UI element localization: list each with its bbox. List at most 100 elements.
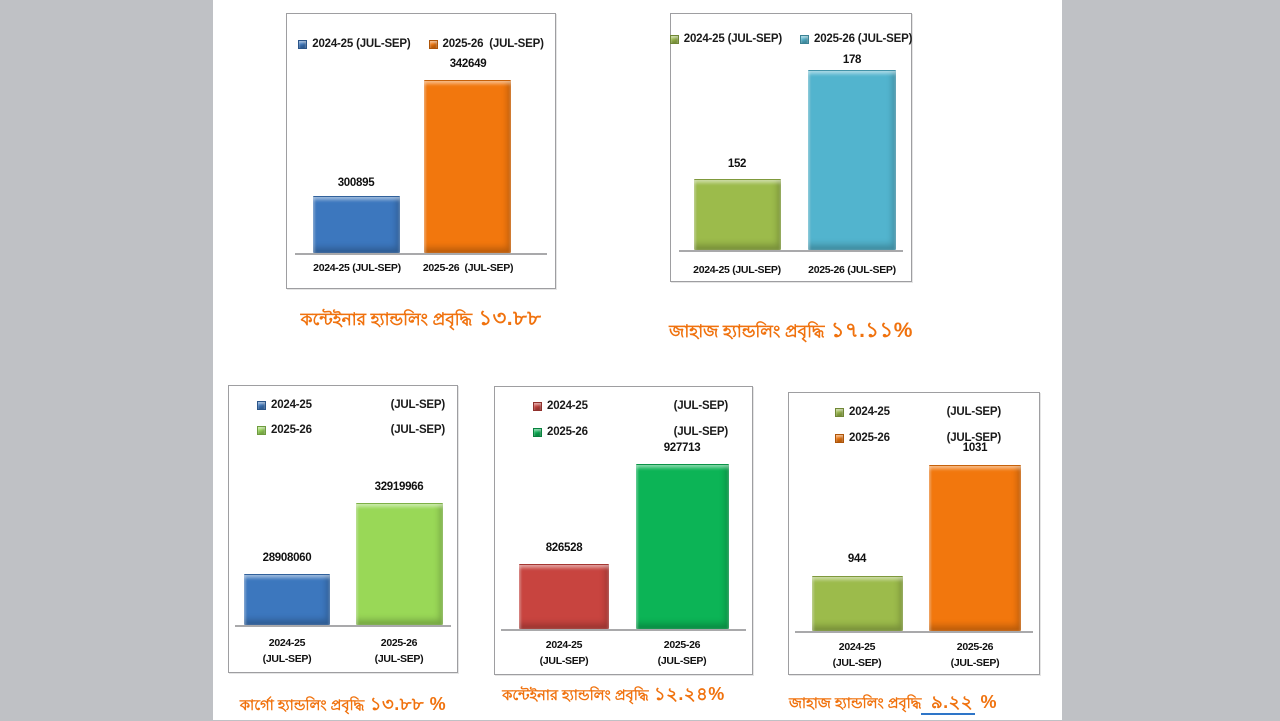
chart-caption-container-top: কন্টেইনার হ্যান্ডলিং প্রবৃদ্ধি ১৩.৮৮ xyxy=(276,302,566,337)
chart-cargo-handling: 2024-25 (JUL-SEP) 2025-26 (JUL-SEP) 2890… xyxy=(228,385,458,673)
bar-2025-26 xyxy=(636,464,729,629)
legend-label: 2025-26 xyxy=(547,426,588,438)
x-axis-label: 2025-26 (JUL-SEP) xyxy=(422,262,514,274)
bar-2024-25 xyxy=(244,574,330,625)
x-label-line2: (JUL-SEP) xyxy=(374,653,424,665)
legend-label: 2025-26 xyxy=(271,424,312,436)
legend-period: (JUL-SEP) xyxy=(946,432,1002,444)
x-axis-label: 2024-25 (JUL-SEP) xyxy=(540,637,589,669)
legend-swatch-icon xyxy=(533,401,542,411)
legend-item: 2024-25 xyxy=(533,400,588,412)
legend: 2024-25 (JUL-SEP) 2025-26 (JUL-SEP) xyxy=(669,33,912,45)
x-label-line1: 2024-25 xyxy=(838,641,876,653)
bar-value-label: 826528 xyxy=(545,542,583,554)
legend-swatch-icon xyxy=(835,433,844,443)
x-label-line2: (JUL-SEP) xyxy=(539,655,589,667)
legend-period: (JUL-SEP) xyxy=(946,406,1002,418)
x-label-line1: 2025-26 xyxy=(663,639,701,651)
x-axis-label: 2025-26 (JUL-SEP) xyxy=(375,635,424,667)
caption-growth-value: ১৭.১১% xyxy=(824,319,913,342)
bar-2024-25 xyxy=(519,564,609,629)
bar-value-label: 28908060 xyxy=(262,552,312,564)
caption-growth-value: ১৩.৮৮ xyxy=(472,307,542,330)
bar-value-label: 927713 xyxy=(663,442,701,454)
bar-2024-25 xyxy=(694,179,781,250)
bar-2025-26 xyxy=(356,503,443,625)
bar-value-label: 32919966 xyxy=(374,481,424,493)
bar-value-label: 342649 xyxy=(449,58,487,70)
x-label-line2: (JUL-SEP) xyxy=(657,655,707,667)
legend-row: 2025-26 (JUL-SEP) xyxy=(257,424,445,436)
legend-swatch-icon xyxy=(428,39,438,49)
legend-label: 2024-25 xyxy=(849,406,890,418)
x-label-line1: 2025-26 xyxy=(956,641,994,653)
legend-row: 2024-25 (JUL-SEP) xyxy=(533,400,728,412)
x-axis-line xyxy=(235,625,451,627)
legend-row: 2024-25 (JUL-SEP) xyxy=(835,406,1001,418)
x-label-line1: 2025-26 xyxy=(380,637,418,649)
caption-growth-value: ৯.২২ xyxy=(921,692,976,715)
chart-caption-cargo: কার্গো হ্যান্ডলিং প্রবৃদ্ধি ১৩.৮৮ % xyxy=(218,690,468,721)
chart-container-handling-top: 2024-25 (JUL-SEP) 2025-26 (JUL-SEP) 3008… xyxy=(286,13,556,289)
legend-item: 2025-26 xyxy=(257,424,312,436)
x-axis-line xyxy=(501,629,746,631)
x-axis-line xyxy=(795,631,1033,633)
x-axis-label: 2025-26 (JUL-SEP) xyxy=(808,264,896,276)
bar-value-label: 178 xyxy=(842,54,862,66)
legend-label: 2024-25 (JUL-SEP) xyxy=(312,38,411,50)
legend-label: 2025-26 xyxy=(849,432,890,444)
legend-label: 2024-25 xyxy=(271,399,312,411)
bar-2025-26 xyxy=(808,70,896,250)
caption-text: জাহাজ হ্যান্ডলিং প্রবৃদ্ধি xyxy=(669,322,825,341)
legend-item: 2025-26 (JUL-SEP) xyxy=(800,33,912,45)
chart-vessel-handling-top: 2024-25 (JUL-SEP) 2025-26 (JUL-SEP) 152 … xyxy=(669,13,912,282)
x-label-line2: (JUL-SEP) xyxy=(262,653,312,665)
legend-period: (JUL-SEP) xyxy=(390,399,446,411)
x-axis-label: 2025-26 (JUL-SEP) xyxy=(951,639,1000,671)
legend-item: 2025-26 (JUL-SEP) xyxy=(428,38,544,50)
bar-2025-26 xyxy=(424,80,511,253)
bar-value-label: 300895 xyxy=(337,177,375,189)
legend-item: 2025-26 xyxy=(835,432,890,444)
chart-vessel-handling-bottom: 2024-25 (JUL-SEP) 2025-26 (JUL-SEP) 944 … xyxy=(788,392,1040,675)
caption-growth-value: ১২.২৪% xyxy=(648,684,725,704)
legend-label: 2025-26 (JUL-SEP) xyxy=(442,38,544,50)
x-axis-label: 2025-26 (JUL-SEP) xyxy=(658,637,707,669)
legend-label: 2025-26 (JUL-SEP) xyxy=(814,33,913,45)
bar-value-label: 944 xyxy=(847,553,867,565)
legend-period: (JUL-SEP) xyxy=(390,424,446,436)
legend-item: 2024-25 (JUL-SEP) xyxy=(669,33,782,45)
x-axis-label: 2024-25 (JUL-SEP) xyxy=(833,639,882,671)
legend: 2024-25 (JUL-SEP) 2025-26 (JUL-SEP) xyxy=(287,38,555,50)
caption-text: কার্গো হ্যান্ডলিং প্রবৃদ্ধি xyxy=(239,698,365,714)
x-label-line1: 2024-25 xyxy=(268,637,306,649)
x-label-line2: (JUL-SEP) xyxy=(832,657,882,669)
chart-caption-container-bottom: কন্টেইনার হ্যান্ডলিং প্রবৃদ্ধি ১২.২৪% xyxy=(484,680,743,711)
caption-text: কন্টেইনার হ্যান্ডলিং প্রবৃদ্ধি xyxy=(300,310,473,329)
chart-caption-vessel-bottom: জাহাজ হ্যান্ডলিং প্রবৃদ্ধি ৯.২২ % xyxy=(758,688,1028,719)
legend-item: 2025-26 xyxy=(533,426,588,438)
bar-2025-26 xyxy=(929,465,1021,631)
x-label-line2: (JUL-SEP) xyxy=(950,657,1000,669)
bar-2024-25 xyxy=(812,576,903,631)
legend-swatch-icon xyxy=(298,39,308,49)
x-axis-label: 2024-25 (JUL-SEP) xyxy=(693,264,781,276)
legend-item: 2024-25 xyxy=(835,406,890,418)
legend-swatch-icon xyxy=(800,34,809,44)
legend-row: 2025-26 (JUL-SEP) xyxy=(835,432,1001,444)
bar-2024-25 xyxy=(313,196,400,253)
legend-period: (JUL-SEP) xyxy=(673,400,729,412)
caption-growth-value: ১৩.৮৮ % xyxy=(364,694,447,714)
bar-value-label: 152 xyxy=(727,158,747,170)
chart-container-handling-bottom: 2024-25 (JUL-SEP) 2025-26 (JUL-SEP) 8265… xyxy=(494,386,753,675)
x-axis-label: 2024-25 (JUL-SEP) xyxy=(313,262,401,274)
legend-period: (JUL-SEP) xyxy=(673,426,729,438)
legend-swatch-icon xyxy=(835,407,844,417)
legend-label: 2024-25 (JUL-SEP) xyxy=(683,33,782,45)
caption-text: জাহাজ হ্যান্ডলিং প্রবৃদ্ধি xyxy=(788,696,922,712)
legend-row: 2025-26 (JUL-SEP) xyxy=(533,426,728,438)
legend-swatch-icon xyxy=(257,425,266,435)
x-axis-line xyxy=(679,250,903,252)
legend-swatch-icon xyxy=(257,400,266,410)
